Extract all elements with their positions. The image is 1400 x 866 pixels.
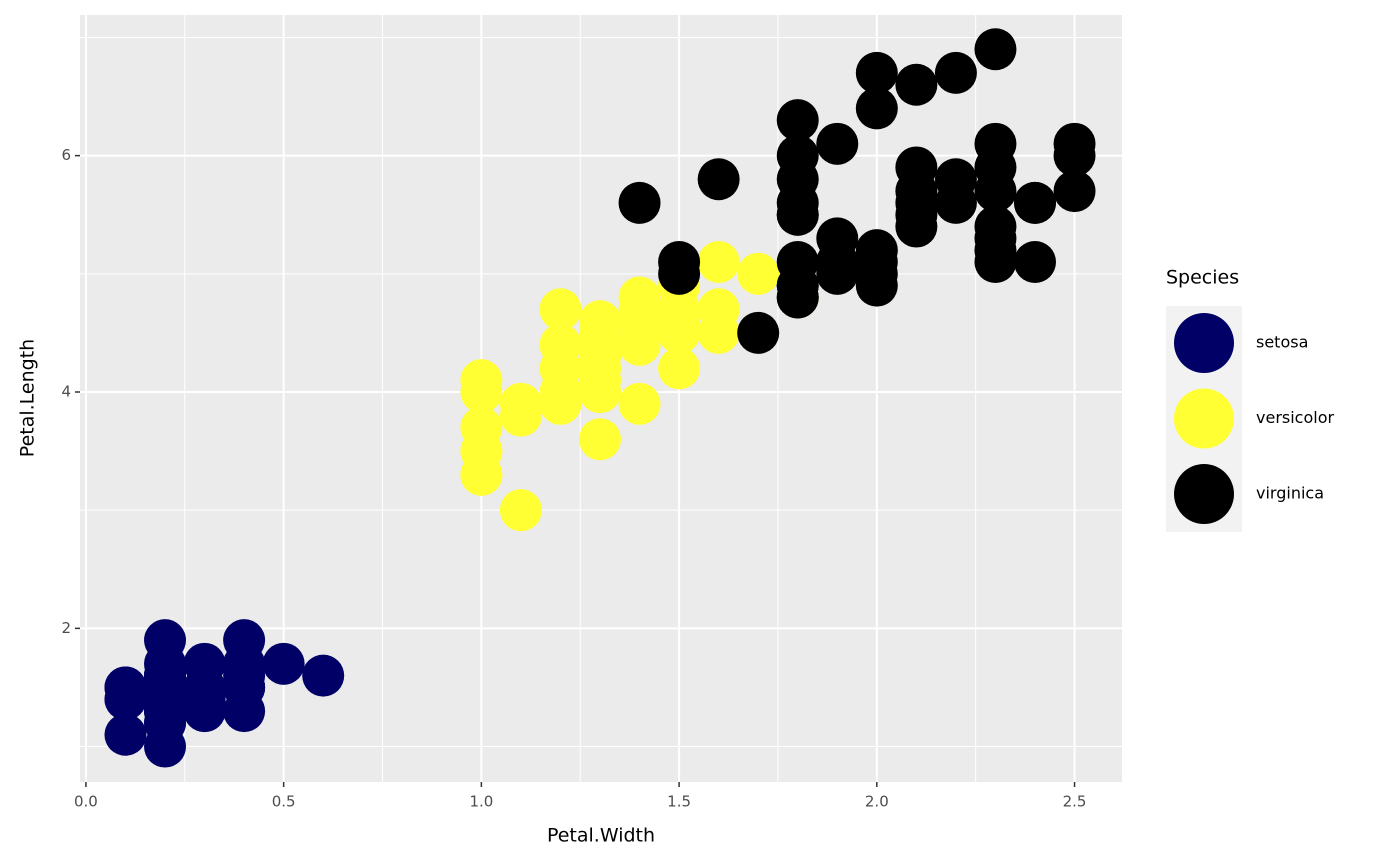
point bbox=[776, 193, 819, 236]
point bbox=[776, 99, 819, 142]
legend-label: setosa bbox=[1256, 333, 1308, 352]
x-tick-label: 0.0 bbox=[74, 793, 98, 811]
point bbox=[895, 205, 938, 248]
point bbox=[816, 252, 859, 295]
point bbox=[697, 311, 740, 354]
point bbox=[499, 489, 542, 532]
point bbox=[697, 241, 740, 283]
x-tick-label: 1.5 bbox=[667, 793, 691, 811]
point bbox=[618, 382, 661, 425]
point bbox=[737, 311, 780, 354]
point bbox=[618, 181, 661, 224]
y-tick-label: 6 bbox=[61, 146, 71, 164]
point bbox=[223, 666, 266, 709]
point bbox=[579, 359, 622, 402]
x-tick-label: 2.0 bbox=[865, 793, 889, 811]
legend-title: Species bbox=[1166, 267, 1239, 289]
point bbox=[460, 359, 503, 402]
point bbox=[499, 394, 542, 437]
point bbox=[974, 205, 1017, 248]
point bbox=[460, 406, 503, 449]
point bbox=[737, 252, 780, 295]
point bbox=[974, 28, 1017, 71]
point bbox=[539, 288, 582, 331]
point bbox=[855, 264, 898, 307]
point bbox=[539, 347, 582, 390]
point bbox=[460, 453, 503, 496]
point bbox=[658, 288, 701, 331]
point bbox=[1014, 241, 1057, 283]
point bbox=[302, 654, 345, 697]
point bbox=[855, 51, 898, 94]
point bbox=[144, 619, 187, 662]
point bbox=[776, 241, 819, 283]
point bbox=[579, 418, 622, 461]
point bbox=[658, 347, 701, 390]
point bbox=[1053, 170, 1096, 213]
point bbox=[855, 229, 898, 272]
legend-key bbox=[1174, 313, 1234, 373]
point bbox=[618, 300, 661, 343]
point bbox=[776, 134, 819, 177]
x-tick-label: 0.5 bbox=[272, 793, 296, 811]
point bbox=[934, 51, 977, 94]
x-tick-label: 1.0 bbox=[469, 793, 493, 811]
point bbox=[144, 678, 187, 721]
legend-label: virginica bbox=[1256, 484, 1324, 503]
point bbox=[104, 678, 147, 721]
legend-key bbox=[1174, 464, 1234, 524]
point bbox=[697, 158, 740, 201]
legend-key bbox=[1174, 388, 1234, 449]
point bbox=[1053, 122, 1096, 165]
point bbox=[223, 619, 266, 662]
legend-label: versicolor bbox=[1256, 408, 1334, 427]
point bbox=[104, 713, 147, 756]
point bbox=[776, 276, 819, 319]
point bbox=[1014, 181, 1057, 224]
x-axis-title: Petal.Width bbox=[547, 825, 655, 847]
y-tick-label: 4 bbox=[61, 383, 71, 401]
x-tick-label: 2.5 bbox=[1063, 793, 1087, 811]
point bbox=[183, 678, 226, 721]
point bbox=[895, 63, 938, 106]
y-tick-label: 2 bbox=[61, 619, 71, 637]
point bbox=[974, 146, 1017, 189]
points bbox=[104, 28, 1096, 768]
point bbox=[262, 642, 305, 685]
point bbox=[658, 241, 701, 283]
point bbox=[816, 122, 859, 165]
point bbox=[855, 87, 898, 130]
point bbox=[934, 181, 977, 224]
legend: setosa versicolor virginica bbox=[1166, 306, 1334, 532]
y-axis-title: Petal.Length bbox=[17, 339, 39, 457]
